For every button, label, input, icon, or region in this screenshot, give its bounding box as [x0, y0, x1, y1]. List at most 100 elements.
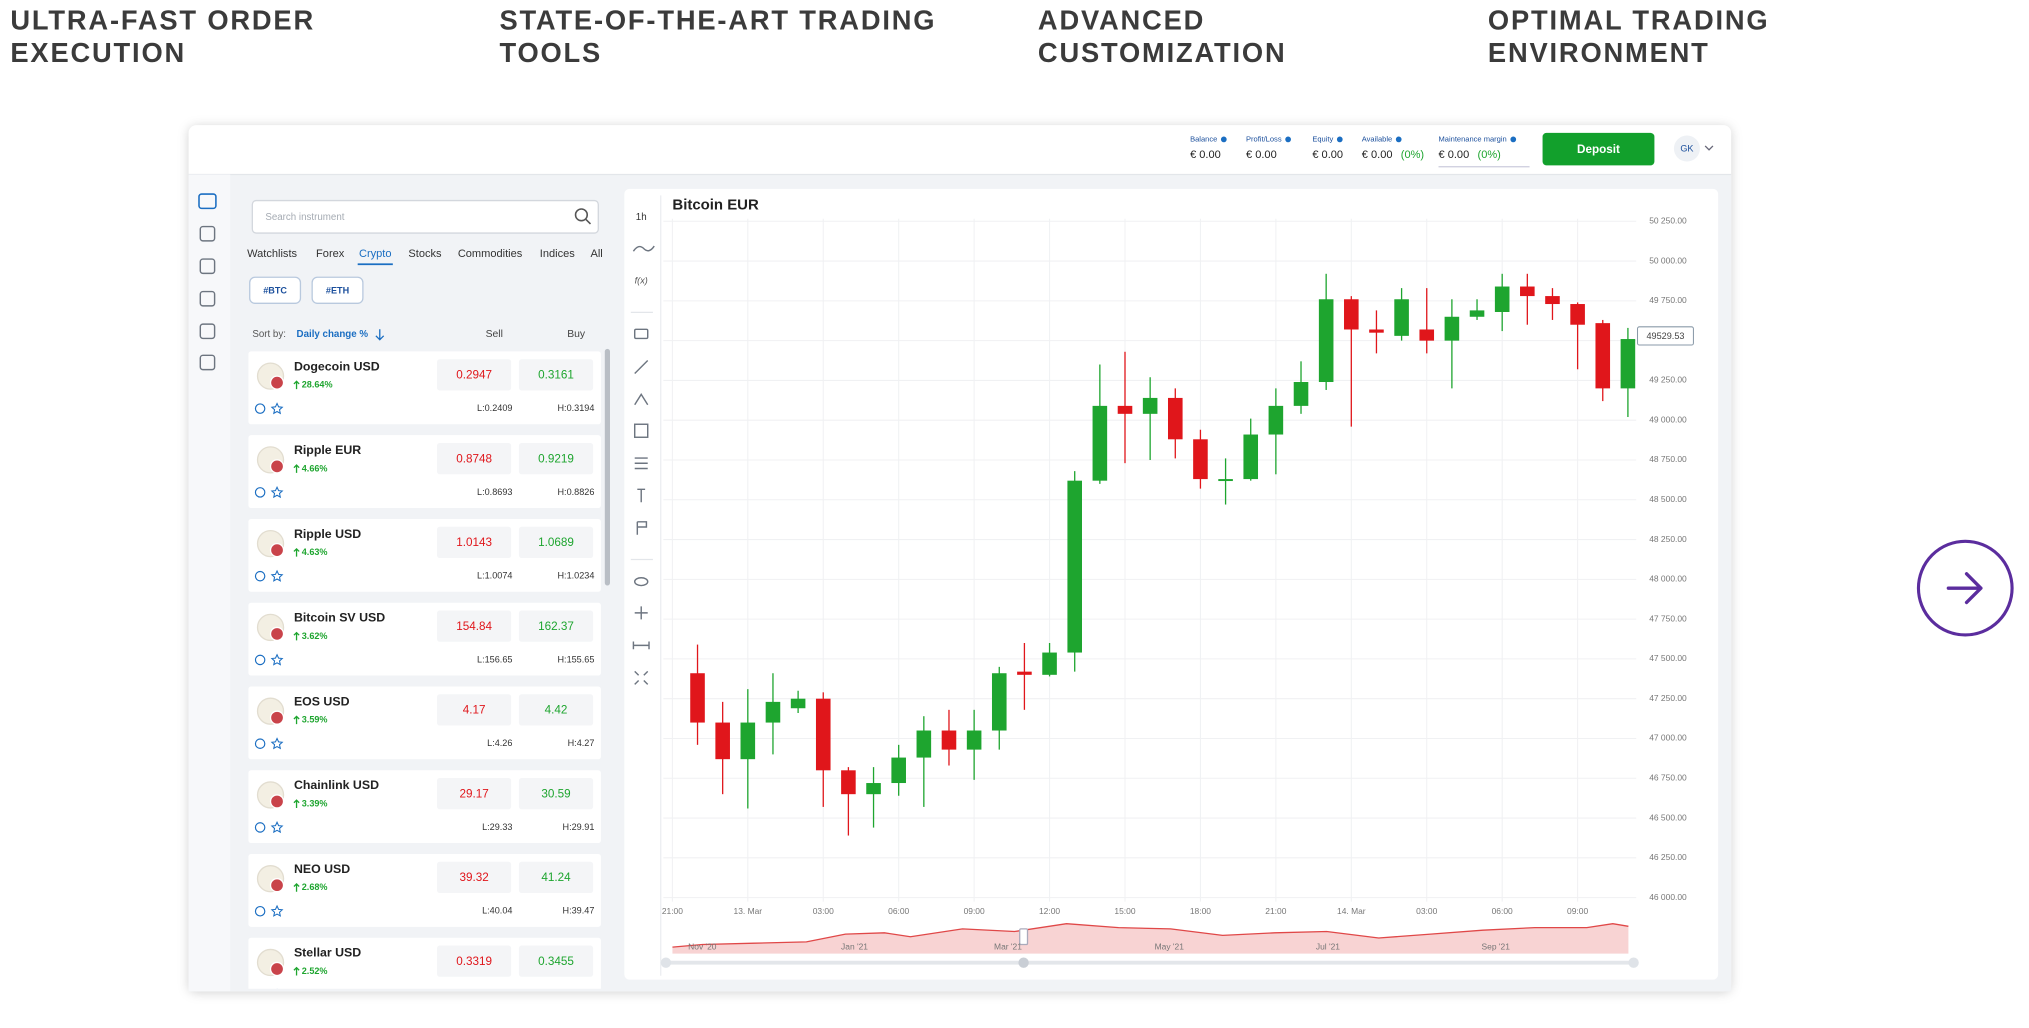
user-menu-chevron[interactable] — [1704, 145, 1714, 151]
sell-price[interactable]: 0.8748 — [456, 452, 492, 465]
tool-icon[interactable] — [632, 641, 650, 650]
tool-icon[interactable] — [634, 360, 649, 375]
nav-icon[interactable] — [199, 354, 216, 371]
navigator-handle[interactable] — [1019, 928, 1029, 946]
scroll-handle[interactable] — [1628, 957, 1639, 968]
deposit-label[interactable]: Deposit — [1577, 143, 1620, 156]
sell-price[interactable]: 39.32 — [459, 871, 488, 884]
category-tab[interactable]: Watchlists — [247, 248, 297, 260]
next-button[interactable] — [1916, 539, 2014, 637]
info-icon[interactable] — [254, 905, 266, 917]
buy-button[interactable] — [518, 442, 594, 475]
buy-button[interactable] — [518, 526, 594, 558]
buy-price[interactable]: 0.9219 — [538, 452, 574, 465]
buy-button[interactable] — [518, 945, 594, 977]
info-icon[interactable] — [254, 570, 266, 582]
row-card[interactable] — [248, 686, 601, 760]
row-card[interactable] — [248, 770, 601, 844]
tool-icon[interactable] — [633, 577, 649, 587]
info-icon[interactable] — [254, 738, 266, 749]
nav-icon[interactable] — [199, 323, 216, 340]
buy-price[interactable]: 30.59 — [541, 787, 570, 800]
tool-icon[interactable] — [633, 328, 649, 340]
row-card[interactable] — [248, 435, 601, 509]
interval-button[interactable]: 1h — [636, 212, 647, 223]
category-tab[interactable]: Crypto — [359, 248, 392, 260]
tool-icon[interactable] — [633, 423, 649, 438]
row-card[interactable] — [248, 853, 601, 927]
sort-field[interactable]: Daily change % — [297, 329, 369, 340]
nav-icon[interactable] — [199, 290, 216, 307]
buy-button[interactable] — [518, 610, 594, 642]
tool-icon[interactable] — [634, 670, 649, 685]
info-icon[interactable] — [254, 487, 266, 498]
favourite-icon[interactable] — [270, 569, 284, 582]
tool-icon[interactable] — [634, 457, 648, 470]
sell-price[interactable]: 29.17 — [459, 787, 488, 800]
sell-button[interactable] — [437, 694, 512, 726]
sell-price[interactable]: 4.17 — [463, 704, 486, 717]
sell-price[interactable]: 0.2947 — [456, 369, 492, 382]
nav-chart-icon[interactable] — [198, 193, 217, 210]
tag-button[interactable] — [249, 276, 302, 304]
category-tab[interactable]: Forex — [316, 248, 345, 260]
category-tab[interactable]: Commodities — [458, 248, 523, 260]
sell-button[interactable] — [437, 610, 512, 642]
row-card[interactable] — [248, 602, 601, 676]
buy-button[interactable] — [518, 359, 594, 391]
buy-price[interactable]: 4.42 — [545, 704, 568, 717]
info-icon[interactable] — [254, 822, 266, 833]
deposit-button[interactable] — [1542, 132, 1655, 166]
buy-button[interactable] — [518, 694, 594, 726]
buy-button[interactable] — [518, 778, 594, 810]
scroll-handle[interactable] — [1018, 957, 1029, 968]
sell-button[interactable] — [437, 778, 512, 810]
user-avatar[interactable] — [1673, 135, 1700, 162]
info-icon[interactable] — [254, 403, 266, 414]
buy-price[interactable]: 162.37 — [538, 620, 574, 633]
sell-button[interactable] — [437, 442, 512, 475]
row-card[interactable] — [248, 518, 601, 592]
info-icon[interactable] — [255, 990, 264, 999]
buy-price[interactable]: 1.0689 — [538, 536, 574, 549]
favourite-icon[interactable] — [270, 402, 284, 415]
functions-button[interactable]: f(x) — [635, 276, 648, 286]
favourite-icon[interactable] — [270, 904, 284, 917]
list-scrollbar[interactable] — [604, 348, 611, 586]
tag-label[interactable]: #BTC — [263, 285, 287, 295]
nav-icon[interactable] — [199, 225, 216, 242]
sell-button[interactable] — [437, 945, 512, 977]
favourite-icon[interactable] — [270, 737, 284, 750]
favourite-icon[interactable] — [270, 485, 284, 499]
category-tab[interactable]: Indices — [540, 248, 575, 260]
sell-price[interactable]: 0.3319 — [456, 955, 492, 968]
tool-icon[interactable] — [637, 488, 646, 503]
row-card[interactable] — [248, 351, 601, 425]
sell-price[interactable]: 154.84 — [456, 620, 492, 633]
buy-price[interactable]: 0.3161 — [538, 369, 574, 382]
search-box[interactable] — [251, 199, 599, 234]
buy-button[interactable] — [518, 861, 594, 894]
scroll-handle[interactable] — [660, 957, 672, 968]
tool-icon[interactable] — [632, 245, 655, 252]
info-icon[interactable] — [254, 654, 266, 666]
sell-button[interactable] — [437, 526, 512, 558]
next-arrow[interactable] — [1946, 572, 1983, 605]
category-tab[interactable]: All — [590, 248, 602, 260]
category-tab[interactable]: Stocks — [408, 248, 442, 260]
sell-button[interactable] — [437, 359, 512, 391]
tool-icon[interactable] — [634, 392, 649, 406]
tool-icon[interactable] — [634, 606, 648, 620]
next-circle[interactable] — [1916, 539, 2014, 637]
buy-price[interactable]: 41.24 — [541, 871, 571, 884]
sell-price[interactable]: 1.0143 — [456, 536, 492, 549]
nav-icon[interactable] — [199, 258, 216, 275]
buy-price[interactable]: 0.3455 — [538, 955, 574, 968]
row-card[interactable] — [248, 937, 601, 1011]
sell-button[interactable] — [437, 861, 512, 894]
tool-icon[interactable] — [636, 521, 648, 535]
favourite-icon[interactable] — [270, 653, 284, 666]
tag-button[interactable] — [311, 276, 364, 304]
tag-label[interactable]: #ETH — [326, 285, 349, 295]
favourite-icon[interactable] — [270, 821, 284, 834]
